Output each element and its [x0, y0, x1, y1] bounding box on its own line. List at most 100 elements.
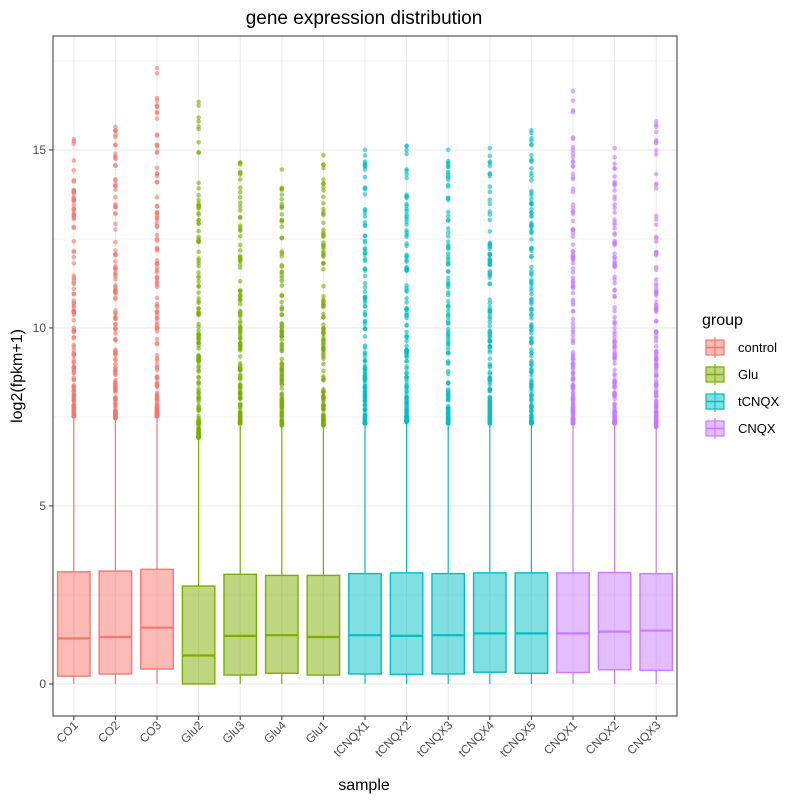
outlier-point — [196, 206, 201, 211]
outlier-point — [487, 256, 493, 262]
outlier-point — [196, 386, 201, 392]
outlier-point — [237, 395, 243, 401]
outlier-point — [196, 375, 201, 381]
outlier-point — [113, 397, 118, 403]
outlier-point — [570, 269, 576, 275]
outlier-point — [321, 394, 326, 399]
outlier-point — [653, 405, 659, 411]
outlier-point — [196, 403, 201, 409]
outlier-point — [612, 251, 617, 256]
outlier-point — [570, 163, 576, 169]
outlier-point — [570, 340, 576, 346]
outlier-point — [487, 229, 493, 234]
outlier-point — [154, 358, 160, 363]
box-body — [639, 572, 674, 672]
outlier-point — [279, 379, 285, 385]
outlier-point — [237, 254, 243, 259]
outlier-point — [71, 225, 77, 231]
outlier-point — [196, 381, 201, 387]
outliers-CNQX3 — [653, 119, 659, 430]
outlier-point — [612, 305, 617, 310]
box-CNQX2 — [597, 145, 632, 684]
outlier-point — [237, 402, 243, 408]
outlier-point — [71, 351, 77, 356]
outlier-point — [612, 335, 617, 340]
outlier-point — [154, 295, 160, 301]
outlier-point — [529, 381, 534, 387]
outlier-point — [362, 367, 368, 372]
x-tick-label: CNQX3 — [624, 718, 663, 757]
outlier-point — [612, 413, 617, 418]
outlier-point — [570, 324, 576, 329]
outlier-point — [154, 238, 160, 243]
box-tCNQX2 — [389, 143, 424, 684]
outlier-point — [196, 430, 201, 435]
outlier-point — [529, 268, 534, 274]
outlier-point — [154, 280, 160, 286]
outlier-point — [612, 361, 617, 366]
outlier-point — [279, 196, 285, 202]
outlier-point — [279, 386, 285, 391]
outlier-point — [362, 391, 368, 397]
outlier-point — [279, 262, 285, 268]
outlier-point — [570, 316, 576, 322]
outlier-point — [237, 169, 243, 175]
outlier-point — [362, 345, 368, 351]
outlier-point — [612, 220, 617, 225]
outlier-point — [487, 201, 493, 207]
outlier-point — [321, 212, 326, 218]
box-body — [389, 572, 424, 676]
outlier-point — [321, 234, 326, 239]
outlier-point — [321, 311, 326, 317]
outlier-point — [570, 401, 576, 406]
outlier-point — [154, 275, 160, 281]
outlier-point — [445, 213, 451, 219]
outlier-point — [529, 291, 534, 297]
outlier-point — [237, 225, 243, 230]
outlier-point — [237, 312, 243, 317]
outlier-point — [71, 158, 77, 163]
outlier-point — [154, 65, 160, 71]
outlier-point — [113, 361, 118, 367]
outlier-point — [196, 299, 201, 304]
outlier-point — [570, 159, 576, 165]
outlier-point — [196, 217, 201, 223]
outlier-point — [445, 158, 451, 164]
outlier-point — [570, 88, 576, 94]
outlier-point — [487, 240, 493, 246]
outlier-point — [154, 261, 160, 267]
outlier-point — [362, 256, 368, 262]
outlier-point — [321, 177, 326, 182]
outlier-point — [487, 319, 493, 325]
outlier-point — [113, 194, 118, 200]
outlier-point — [445, 305, 451, 310]
outlier-point — [653, 182, 659, 187]
outlier-point — [529, 405, 534, 411]
outlier-point — [321, 422, 326, 428]
outlier-point — [279, 187, 285, 193]
outlier-point — [653, 299, 659, 305]
outlier-point — [612, 314, 617, 320]
outlier-point — [653, 367, 659, 373]
outlier-point — [362, 285, 368, 290]
outlier-point — [570, 290, 576, 296]
legend-key-Glu — [705, 364, 725, 385]
box-body — [431, 572, 466, 675]
outlier-point — [237, 185, 243, 190]
outlier-point — [653, 129, 659, 135]
outlier-point — [237, 389, 243, 395]
outlier-point — [612, 371, 617, 377]
outlier-point — [612, 202, 617, 207]
outlier-point — [154, 213, 160, 218]
outlier-point — [362, 280, 368, 286]
box-tCNQX4 — [472, 145, 507, 684]
outlier-point — [279, 356, 285, 362]
outlier-point — [362, 161, 368, 166]
legend: group control Glu tCNQX CNQX — [702, 312, 780, 439]
outlier-point — [154, 109, 160, 115]
outlier-point — [487, 300, 493, 306]
outlier-point — [154, 367, 160, 373]
outlier-point — [487, 272, 493, 278]
outlier-point — [529, 264, 534, 270]
